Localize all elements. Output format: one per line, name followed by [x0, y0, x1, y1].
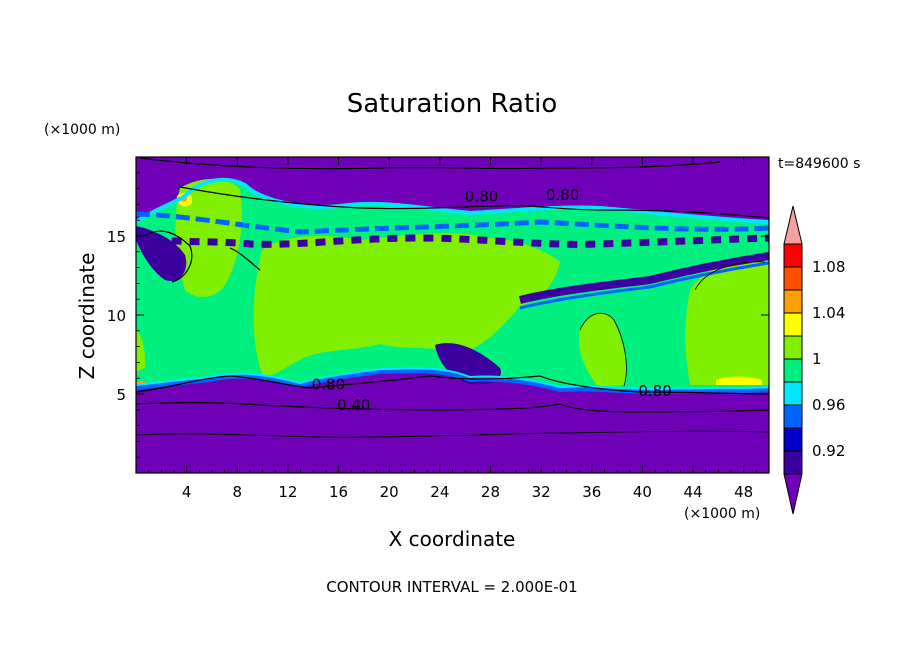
field-saturated-mid-right	[579, 312, 627, 387]
field-subsat-band-upper	[136, 232, 769, 248]
colorbar-swatch	[783, 335, 803, 360]
colorbar-swatch	[783, 427, 803, 452]
x-tick-label: 16	[329, 483, 348, 501]
colorbar-tick-label: 1.08	[812, 258, 845, 276]
colorbar-tick-label: 1.04	[812, 304, 845, 322]
x-tick-label: 36	[582, 483, 601, 501]
x-tick-label: 40	[633, 483, 652, 501]
x-tick-label: 20	[380, 483, 399, 501]
x-tick-label: 48	[734, 483, 753, 501]
plot-area: 0.80 0.80 0.80 0.40 0.80	[136, 157, 769, 473]
y-axis: 5 10 15	[107, 172, 769, 458]
y-tick-label: 10	[107, 307, 126, 325]
colorbar-swatch	[783, 243, 803, 268]
contour-label: 0.80	[638, 382, 671, 400]
field-saturated-center	[253, 233, 560, 376]
field-yellow-base-right	[716, 376, 762, 385]
field-saturated-left	[175, 178, 242, 297]
field-subsat-pocket-left	[136, 226, 187, 281]
x-tick-label: 28	[481, 483, 500, 501]
field-cyan-fringe-bottom	[136, 367, 769, 391]
field-subsat-pocket-mid	[435, 342, 501, 385]
contour-label: 0.80	[465, 188, 498, 206]
x-tick-label: 12	[278, 483, 297, 501]
time-label: t=849600 s	[778, 156, 860, 172]
x-axis-label: X coordinate	[389, 527, 516, 551]
colorbar-extend-top	[783, 205, 803, 245]
x-tick-label: 24	[430, 483, 449, 501]
y-axis-label: Z coordinate	[75, 253, 99, 380]
x-tick-label: 32	[532, 483, 551, 501]
contour-interval-footer: CONTOUR INTERVAL = 2.000E-01	[326, 578, 577, 596]
contour-labels: 0.80 0.80 0.80 0.40 0.80	[312, 186, 672, 414]
y-tick-label: 5	[116, 386, 126, 404]
field-blue-streak	[519, 261, 769, 310]
field-blue-band-upper	[136, 211, 769, 235]
colorbar-extend-bottom	[783, 473, 803, 515]
colorbar-tick-label: 1	[812, 350, 822, 368]
contour-label: 0.40	[337, 396, 370, 414]
colorbar-tick-label: 0.96	[812, 396, 845, 414]
chart-title: Saturation Ratio	[347, 89, 558, 119]
colorbar-tick-label: 0.92	[812, 442, 845, 460]
colorbar-swatch	[783, 450, 803, 475]
x-unit-label: (×1000 m)	[684, 506, 760, 522]
field-saturated-far-left	[136, 330, 146, 372]
field-subsat-streak	[519, 252, 769, 304]
colorbar-swatch	[783, 358, 803, 383]
colorbar-swatch	[783, 404, 803, 429]
field-saturated-right	[685, 259, 769, 385]
x-tick-label: 44	[683, 483, 702, 501]
colorbar-swatch	[783, 381, 803, 406]
y-tick-label: 15	[107, 228, 126, 246]
colorbar-swatch	[783, 266, 803, 291]
x-tick-label: 8	[233, 483, 243, 501]
colorbar-swatch	[783, 289, 803, 314]
contour-lines	[136, 157, 769, 438]
contour-label: 0.80	[312, 376, 345, 394]
y-unit-label: (×1000 m)	[44, 122, 120, 138]
x-tick-label: 4	[182, 483, 192, 501]
colorbar-swatch	[783, 312, 803, 337]
colorbar: 1.08 1.04 1 0.96 0.92	[783, 205, 845, 515]
contour-label: 0.80	[546, 186, 579, 204]
x-axis: 4 8 12 16 20 24 28 32 36 40 44 48	[148, 157, 757, 501]
